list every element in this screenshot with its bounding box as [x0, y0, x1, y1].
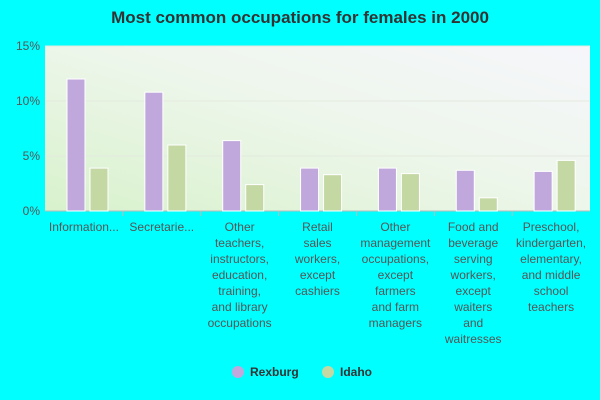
legend-swatch-rexburg: [232, 366, 244, 378]
bar-idaho: [89, 167, 109, 212]
x-axis-labels: Information... Secretarie... Other teachers…: [49, 220, 586, 346]
bar-idaho: [167, 144, 187, 212]
category-label: Preschool, kindergarten, elementary, and mi…: [516, 220, 586, 314]
category-label: Other management occupations, except farmers…: [360, 220, 431, 330]
bar-rexburg: [144, 91, 164, 212]
bar-rexburg: [455, 169, 475, 212]
bar-idaho: [323, 174, 343, 212]
category-label: Secretarie...: [129, 220, 194, 234]
chart-title: Most common occupations for females in 2…: [111, 8, 489, 27]
y-tick-label: 0%: [23, 204, 41, 218]
bar-idaho: [478, 197, 498, 212]
bar-rexburg: [222, 140, 242, 212]
bar-idaho: [245, 184, 265, 212]
bar-idaho: [556, 159, 576, 212]
y-axis-ticks: 0% 5% 10% 15%: [16, 39, 40, 218]
bar-idaho: [400, 173, 420, 212]
bar-rexburg: [300, 167, 320, 212]
bar-rexburg: [533, 170, 553, 212]
bar-series: [66, 78, 576, 212]
y-tick-label: 5%: [23, 149, 41, 163]
bar-rexburg: [377, 167, 397, 212]
bar-rexburg: [66, 78, 86, 212]
category-label: Retail sales workers, except cashiers: [294, 220, 340, 298]
y-tick-label: 10%: [16, 94, 40, 108]
legend-label-idaho: Idaho: [340, 365, 372, 379]
legend-swatch-idaho: [322, 366, 334, 378]
category-label: Other teachers, instructors, education, trai…: [208, 220, 272, 330]
category-label: Food and beverage serving workers, except wai…: [444, 220, 502, 346]
legend-label-rexburg: Rexburg: [250, 365, 299, 379]
category-label: Information...: [49, 220, 119, 234]
y-tick-label: 15%: [16, 39, 40, 53]
legend: Rexburg Idaho: [232, 365, 372, 379]
